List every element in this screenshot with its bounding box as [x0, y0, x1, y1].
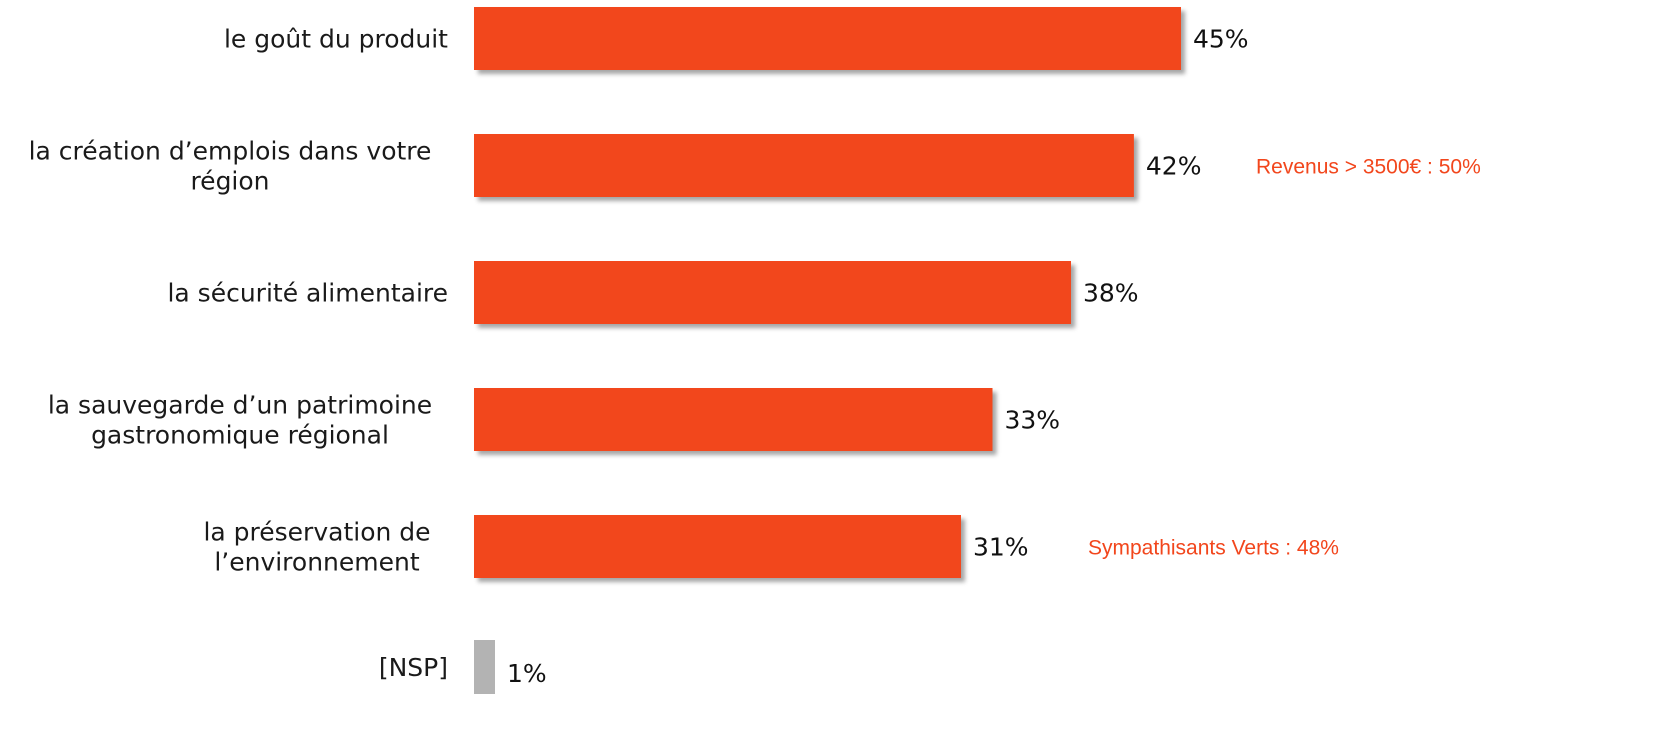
labels-layer: le goût du produit 45% la création d’emplo…	[29, 25, 1481, 689]
bar	[474, 134, 1134, 197]
bar	[474, 7, 1181, 70]
bars-layer	[474, 7, 1181, 694]
bar	[474, 388, 993, 451]
value-label: 31%	[973, 533, 1029, 562]
category-label-line: la sauvegarde d’un patrimoine	[48, 391, 432, 420]
category-label: la création d’emplois dans votre région	[29, 137, 432, 196]
value-label: 1%	[507, 659, 547, 688]
category-label: le goût du produit	[224, 25, 448, 54]
category-label: la sauvegarde d’un patrimoine gastronomiq…	[48, 391, 432, 450]
category-label-line: région	[190, 167, 269, 196]
value-label: 42%	[1146, 152, 1202, 181]
value-label: 45%	[1193, 25, 1249, 54]
category-label: la préservation de l’environnement	[203, 518, 430, 577]
category-label-line: l’environnement	[214, 548, 420, 577]
category-label: [NSP]	[379, 653, 448, 682]
category-label-line: le goût du produit	[224, 25, 448, 54]
bar	[474, 261, 1071, 324]
category-label-line: gastronomique régional	[91, 421, 389, 450]
bar	[474, 515, 961, 578]
category-label-line: la sécurité alimentaire	[167, 279, 448, 308]
category-label-line: la préservation de	[203, 518, 430, 547]
category-label: la sécurité alimentaire	[167, 279, 448, 308]
annotation-label: Revenus > 3500€ : 50%	[1256, 156, 1481, 179]
bar	[474, 640, 495, 694]
value-label: 33%	[1005, 406, 1061, 435]
category-label-line: la création d’emplois dans votre	[29, 137, 432, 166]
category-label-line: [NSP]	[379, 653, 448, 682]
value-label: 38%	[1083, 279, 1139, 308]
annotation-label: Sympathisants Verts : 48%	[1088, 537, 1339, 560]
